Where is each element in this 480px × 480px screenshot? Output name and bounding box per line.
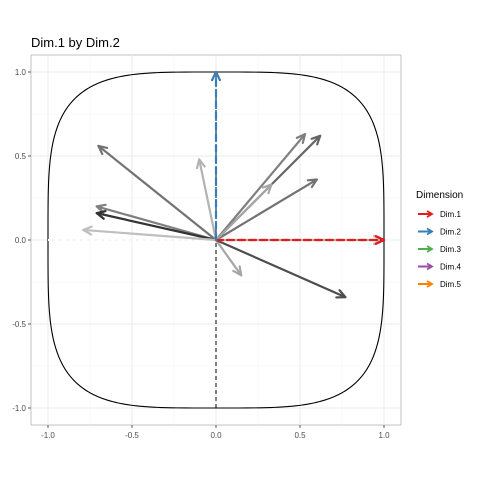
variable-arrow-head (82, 225, 93, 236)
x-tick-label: 0.5 (294, 431, 306, 440)
variable-arrow-head (232, 265, 243, 277)
y-tick-label: 1.0 (15, 68, 27, 77)
x-axis-ticks: -1.0 -0.5 0.0 0.5 1.0 (41, 425, 390, 440)
variable-arrow-head (310, 134, 322, 146)
legend-label: Dim.2 (440, 228, 461, 237)
variable-arrow-shaft (214, 238, 243, 277)
variable-arrow-shaft (97, 144, 218, 242)
chart-title: Dim.1 by Dim.2 (31, 35, 120, 50)
variable-arrow (82, 225, 218, 242)
variable-arrow-head (335, 289, 347, 299)
legend-item-dim4: Dim.4 (418, 263, 461, 272)
variable-arrow-head (195, 158, 206, 170)
dimension-vectors (210, 70, 386, 246)
legend-item-dim1: Dim.1 (418, 210, 461, 219)
variable-arrow (214, 238, 243, 277)
legend-item-dim5: Dim.5 (418, 280, 461, 289)
y-axis-ticks: -1.0 -0.5 0.0 0.5 1.0 (12, 68, 31, 413)
variable-arrow (95, 209, 218, 242)
variable-arrow-shaft (214, 133, 307, 242)
variable-arrow (214, 178, 318, 242)
x-tick-label: -0.5 (125, 431, 139, 440)
dimension-vector-dim2 (210, 70, 222, 242)
variable-arrow (214, 133, 307, 242)
x-tick-label: 0.0 (210, 431, 222, 440)
variable-arrow-head (306, 178, 318, 189)
dimension-vector-dim2-head (210, 70, 222, 82)
x-tick-label: -1.0 (41, 431, 55, 440)
variable-arrow-head (95, 209, 107, 220)
variable-arrow (214, 183, 273, 242)
legend-item-dim2: Dim.2 (418, 228, 461, 237)
variable-arrow-shaft (214, 238, 347, 299)
legend-label: Dim.4 (440, 263, 461, 272)
y-tick-label: 0.0 (15, 236, 27, 245)
legend: Dimension Dim.1 Dim.2 Dim.3 Dim.4 Dim.5 (416, 190, 463, 289)
legend-key-head (426, 280, 434, 288)
dimension-vector-dim1-head (374, 234, 386, 246)
legend-key-head (426, 262, 434, 271)
variable-arrow-shaft (214, 178, 318, 242)
variable-arrow-head (295, 133, 307, 144)
variable-arrow-head (97, 144, 109, 156)
variable-arrow-shaft (214, 183, 273, 242)
variable-arrow-head (261, 183, 273, 195)
legend-item-dim3: Dim.3 (418, 245, 461, 254)
variable-arrow (214, 238, 347, 299)
variable-arrow-shaft (95, 212, 218, 242)
y-tick-label: 0.5 (15, 152, 27, 161)
legend-key-head (426, 210, 434, 218)
variable-arrow-head (95, 203, 107, 214)
x-tick-label: 1.0 (378, 431, 390, 440)
legend-label: Dim.1 (440, 210, 461, 219)
legend-title: Dimension (416, 190, 463, 201)
variable-arrow-shaft (82, 228, 218, 242)
legend-label: Dim.5 (440, 280, 461, 289)
legend-key-head (426, 245, 434, 253)
legend-label: Dim.3 (440, 245, 461, 254)
variable-arrow-shaft (198, 158, 218, 242)
variable-arrow (97, 144, 218, 242)
y-tick-label: -1.0 (12, 404, 26, 413)
y-tick-label: -0.5 (12, 320, 26, 329)
dimension-vector-dim1 (214, 234, 386, 246)
legend-key-head (426, 227, 434, 236)
variable-arrow (195, 158, 218, 242)
